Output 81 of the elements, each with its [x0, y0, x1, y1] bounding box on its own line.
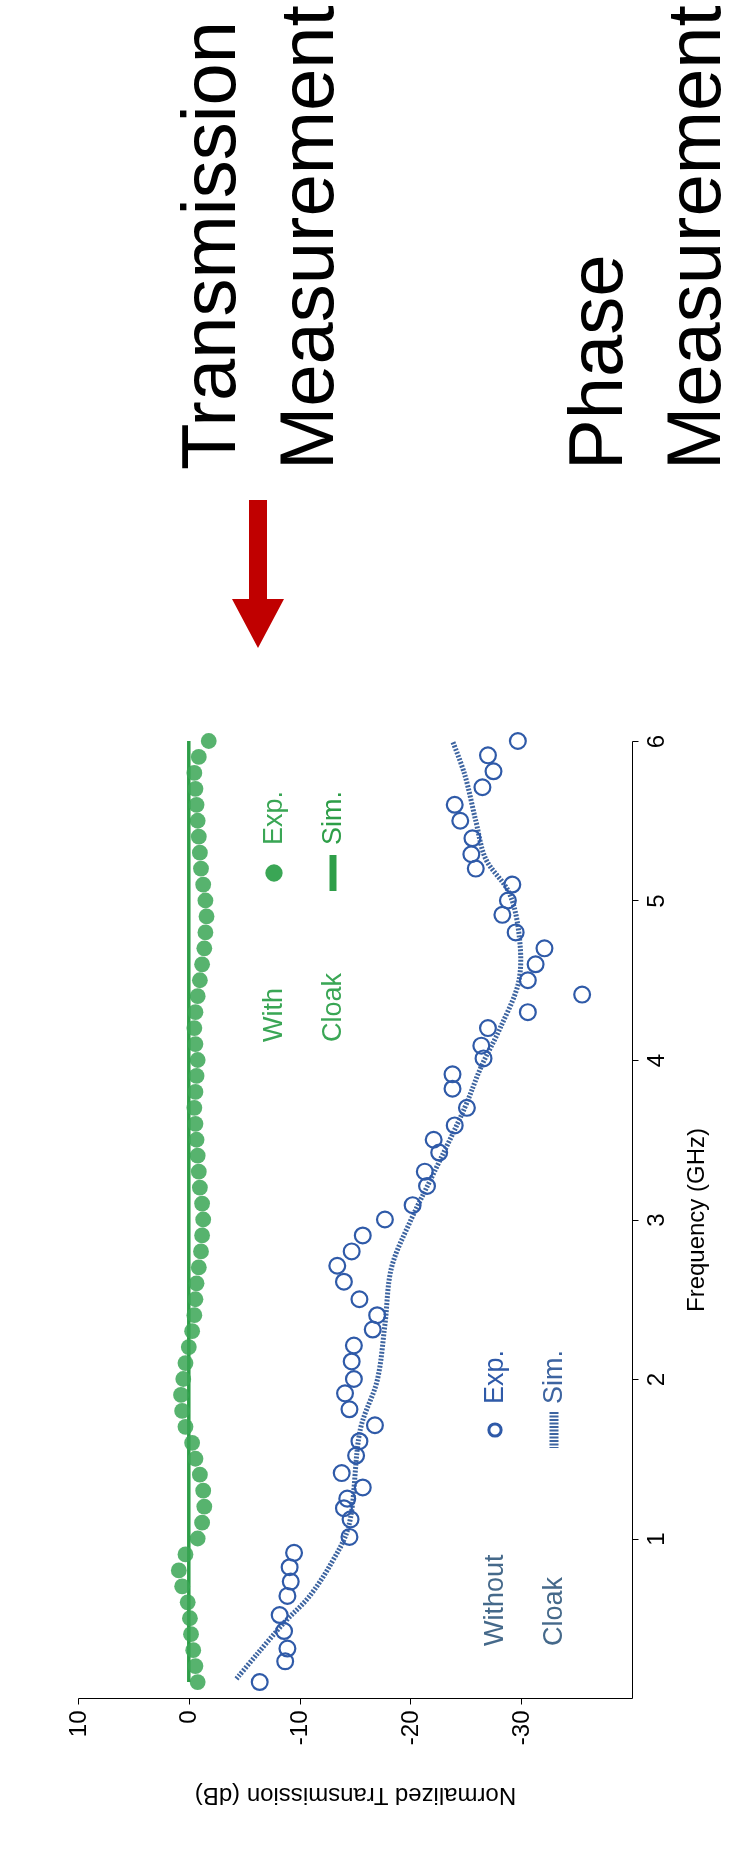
point: [186, 765, 203, 781]
point: [189, 1052, 206, 1068]
point: [190, 828, 207, 845]
annotation: Without Cloak: [479, 1553, 568, 1646]
x-tick-label: -20: [395, 1710, 423, 1746]
y-tick-label: 1: [641, 1532, 669, 1546]
point: [189, 988, 206, 1005]
point: [188, 1131, 205, 1148]
y-tick-label: 6: [641, 734, 669, 749]
point: [186, 1307, 203, 1324]
point: [187, 1115, 204, 1132]
text: Transmission Measurement: [165, 5, 350, 470]
x-tick-label: 10: [63, 1710, 91, 1738]
point: [189, 812, 206, 829]
x-tick-label: -30: [506, 1710, 534, 1746]
point: [187, 1084, 204, 1100]
point: [187, 1291, 204, 1308]
point: [198, 908, 215, 925]
point: [175, 1371, 192, 1387]
point: [187, 1450, 204, 1467]
point: [196, 940, 213, 957]
point: [191, 972, 208, 989]
point: [196, 1498, 213, 1515]
point: [195, 1211, 212, 1228]
point: [191, 1466, 208, 1483]
annotation: With Cloak: [258, 972, 347, 1042]
point: [189, 1147, 206, 1164]
point: [194, 1514, 210, 1531]
y-axis-title: Frequency (GHz): [681, 1127, 709, 1313]
point: [195, 1482, 212, 1499]
point: [183, 1626, 199, 1643]
point: [200, 733, 217, 749]
point: [194, 1195, 210, 1212]
text: Sim.: [317, 791, 347, 845]
point: [191, 1179, 208, 1196]
point: [186, 1020, 203, 1036]
point: [193, 860, 209, 877]
text: Exp.: [258, 790, 288, 845]
point: [170, 1562, 187, 1579]
point: [187, 1004, 204, 1021]
point: [195, 876, 212, 893]
text: Sim.: [538, 1350, 568, 1404]
point: [189, 1530, 206, 1547]
point: [186, 1099, 203, 1116]
point: [188, 1068, 205, 1084]
point: [188, 1275, 205, 1292]
x-tick-label: 0: [174, 1710, 202, 1724]
y-tick-label: 2: [641, 1372, 669, 1387]
y-tick-label: 5: [641, 894, 669, 908]
point: [190, 749, 207, 765]
point: [194, 1227, 210, 1244]
point: [197, 892, 214, 909]
point: [184, 1434, 201, 1451]
point: [174, 1578, 191, 1595]
text: Phase Measurement: [552, 5, 737, 470]
point: [187, 1036, 204, 1052]
point: [193, 1243, 209, 1260]
point: [190, 1163, 207, 1180]
point: [187, 1658, 204, 1674]
x-axis-title: Normalized Transmission (dB): [194, 1783, 517, 1811]
point: [184, 1323, 201, 1340]
y-tick-label: 4: [641, 1053, 669, 1068]
point: [190, 1259, 207, 1276]
point: [188, 796, 205, 813]
y-tick-label: 3: [641, 1213, 669, 1227]
point: [197, 924, 214, 941]
point: [185, 1642, 202, 1659]
point: [177, 1355, 194, 1371]
point: [177, 1418, 194, 1435]
point: [189, 1674, 206, 1690]
point: [194, 956, 210, 973]
point: [187, 780, 204, 797]
point: [174, 1403, 191, 1419]
point: [179, 1594, 196, 1611]
point: [191, 844, 208, 861]
point: [182, 1610, 198, 1627]
text: Exp.: [479, 1349, 509, 1404]
point: [173, 1387, 189, 1403]
x-tick-label: -10: [285, 1710, 313, 1746]
point: [180, 1339, 197, 1355]
point: [177, 1546, 194, 1563]
